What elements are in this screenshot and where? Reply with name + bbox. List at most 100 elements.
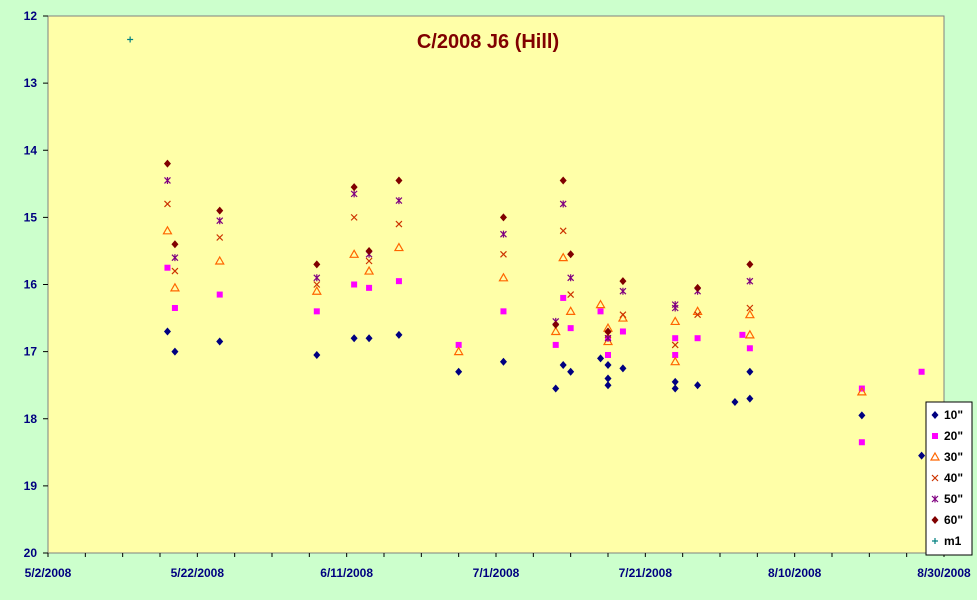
y-tick-label: 13 — [24, 76, 38, 90]
data-point — [395, 278, 402, 285]
data-point — [567, 367, 575, 376]
data-point — [500, 230, 507, 238]
data-point — [918, 368, 925, 375]
data-point — [499, 357, 507, 366]
data-point — [365, 334, 373, 343]
data-point — [393, 242, 404, 252]
data-point — [395, 330, 403, 339]
data-point — [171, 267, 179, 275]
data-point — [313, 350, 321, 359]
data-point — [164, 200, 171, 208]
legend-label: 30" — [944, 450, 963, 464]
data-point — [671, 377, 679, 386]
data-point — [453, 346, 464, 356]
x-tick-label: 7/21/2008 — [619, 566, 673, 580]
y-tick-label: 14 — [24, 143, 38, 157]
data-point — [455, 367, 463, 376]
data-point — [350, 213, 358, 221]
data-point — [395, 220, 403, 228]
series-2 — [162, 225, 867, 396]
data-point — [499, 213, 507, 222]
data-point — [602, 336, 614, 346]
data-point — [731, 397, 739, 406]
data-point — [858, 411, 866, 420]
legend-label: 20" — [944, 429, 963, 443]
data-point — [171, 304, 178, 311]
data-point — [559, 176, 567, 185]
data-point — [552, 320, 560, 329]
data-point — [858, 439, 865, 446]
data-point — [670, 316, 681, 326]
x-tick-label: 8/30/2008 — [917, 566, 971, 580]
data-point — [550, 326, 561, 336]
data-point — [127, 36, 134, 43]
legend-label: 60" — [944, 513, 963, 527]
data-point — [746, 345, 753, 352]
legend-label: m1 — [944, 534, 962, 548]
data-point — [617, 312, 628, 322]
data-point — [567, 274, 575, 282]
data-point — [619, 277, 627, 286]
data-point — [313, 281, 321, 288]
y-tick-label: 16 — [24, 278, 38, 292]
data-point — [559, 361, 567, 370]
data-point — [500, 308, 507, 315]
legend-marker — [932, 538, 938, 544]
data-point — [163, 327, 171, 336]
data-point — [744, 329, 755, 339]
data-point — [746, 277, 754, 285]
data-point — [619, 287, 627, 295]
data-point — [364, 265, 375, 275]
data-point — [567, 325, 574, 332]
data-point — [164, 176, 171, 184]
x-tick-label: 8/10/2008 — [768, 566, 822, 580]
data-point — [604, 374, 612, 383]
data-point — [558, 252, 569, 262]
data-point — [500, 250, 507, 258]
data-point — [595, 299, 606, 309]
legend-label: 40" — [944, 471, 963, 485]
data-point — [350, 183, 358, 192]
legend-marker — [929, 451, 941, 461]
data-point — [746, 367, 754, 376]
legend-marker — [931, 411, 939, 419]
data-point — [746, 304, 754, 312]
data-point — [350, 190, 358, 198]
data-point — [605, 351, 611, 358]
data-point — [694, 381, 702, 390]
legend-label: 50" — [944, 492, 963, 506]
data-point — [744, 309, 755, 319]
data-point — [313, 260, 321, 269]
data-point — [671, 384, 679, 393]
data-point — [567, 291, 575, 298]
data-point — [351, 281, 358, 288]
x-tick-label: 5/22/2008 — [171, 566, 225, 580]
data-point — [163, 159, 171, 168]
data-point — [604, 361, 612, 370]
data-point — [366, 284, 373, 291]
data-point — [552, 341, 559, 348]
y-tick-label: 17 — [24, 345, 38, 359]
data-point — [216, 206, 224, 215]
series-5 — [163, 159, 754, 336]
data-point — [350, 334, 358, 343]
plot-area — [47, 15, 945, 554]
data-point — [672, 351, 679, 358]
data-point — [918, 451, 926, 460]
data-point — [559, 200, 567, 208]
data-point — [619, 311, 627, 319]
data-point — [349, 249, 360, 258]
legend-marker — [931, 495, 939, 503]
y-tick-label: 20 — [24, 546, 38, 560]
data-point — [619, 328, 626, 335]
data-point — [171, 240, 179, 249]
data-point — [216, 291, 223, 298]
data-point — [552, 384, 560, 393]
legend-label: 10" — [944, 408, 963, 422]
data-point — [604, 334, 612, 342]
legend: 10" 20" 30" 40" 50" 60" m1 — [925, 401, 973, 556]
data-point — [171, 254, 179, 262]
data-point — [216, 234, 224, 241]
